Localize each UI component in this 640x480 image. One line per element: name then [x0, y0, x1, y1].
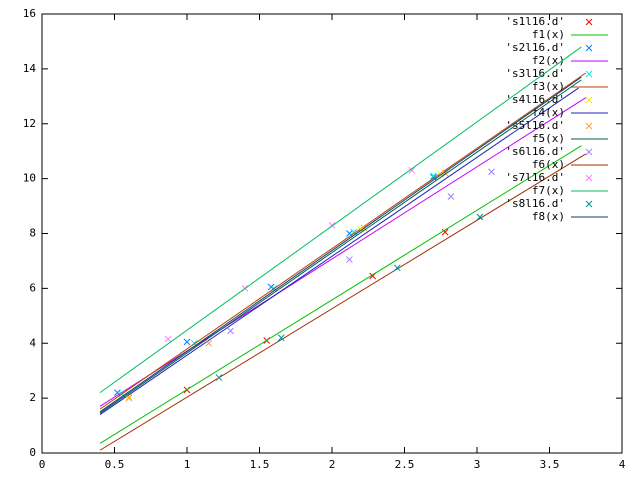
fit-line [99, 76, 582, 413]
x-tick-label: 3 [474, 458, 481, 471]
legend-label: 's6l16.d' [505, 145, 565, 158]
legend-label: 's4l16.d' [505, 93, 565, 106]
legend-symbol [585, 96, 593, 104]
fit-line [99, 79, 582, 414]
x-tick-label: 2 [329, 458, 336, 471]
point [346, 256, 353, 263]
point [183, 338, 191, 346]
legend-symbol [585, 200, 593, 208]
x-tick-label: 4 [619, 458, 626, 471]
y-tick-label: 0 [29, 446, 36, 459]
x-tick-label: 2.5 [395, 458, 415, 471]
point [205, 339, 213, 347]
legend-symbol [585, 122, 593, 130]
y-tick-label: 14 [23, 62, 37, 75]
legend-label: f6(x) [532, 158, 565, 171]
legend-label: 's3l16.d' [505, 67, 565, 80]
fit-line [99, 46, 582, 394]
legend-label: 's5l16.d' [505, 119, 565, 132]
legend-label: 's2l16.d' [505, 41, 565, 54]
point [164, 335, 172, 343]
legend-label: 's8l16.d' [505, 197, 565, 210]
point [447, 193, 455, 200]
legend-label: f8(x) [532, 210, 565, 223]
legend-label: f5(x) [532, 132, 565, 145]
legend-symbol [585, 174, 593, 182]
fit-line [99, 72, 587, 410]
fit-line [99, 153, 587, 451]
legend-label: f7(x) [532, 184, 565, 197]
legend-symbol [585, 18, 593, 26]
y-tick-label: 10 [23, 172, 36, 185]
legend-label: f2(x) [532, 54, 565, 67]
y-tick-label: 4 [29, 336, 36, 349]
legend-label: 's7l16.d' [505, 171, 565, 184]
y-tick-label: 8 [29, 227, 36, 240]
point [227, 327, 234, 335]
x-tick-label: 0.5 [105, 458, 125, 471]
x-tick-label: 1.5 [250, 458, 270, 471]
point [393, 264, 401, 272]
legend-label: f4(x) [532, 106, 565, 119]
legend-label: f1(x) [532, 28, 565, 41]
x-tick-label: 1 [184, 458, 191, 471]
x-tick-label: 3.5 [540, 458, 560, 471]
fit-line [99, 87, 579, 416]
legend-symbol [585, 148, 593, 156]
x-tick-label: 0 [39, 458, 46, 471]
fit-line [99, 145, 582, 444]
y-tick-label: 6 [29, 281, 36, 294]
y-tick-label: 12 [23, 117, 36, 130]
point [125, 394, 133, 402]
legend-label: f3(x) [532, 80, 565, 93]
point [488, 168, 495, 176]
point [114, 389, 121, 396]
point [215, 374, 223, 381]
legend-symbol [585, 44, 593, 52]
point [408, 167, 416, 174]
legend-label: 's1l16.d' [505, 15, 565, 28]
legend-symbol [585, 70, 593, 78]
y-tick-label: 16 [23, 7, 36, 20]
y-tick-label: 2 [29, 391, 36, 404]
point [441, 228, 449, 236]
point [476, 213, 484, 221]
fit-line [99, 97, 587, 407]
point [277, 334, 285, 342]
point [430, 172, 437, 180]
